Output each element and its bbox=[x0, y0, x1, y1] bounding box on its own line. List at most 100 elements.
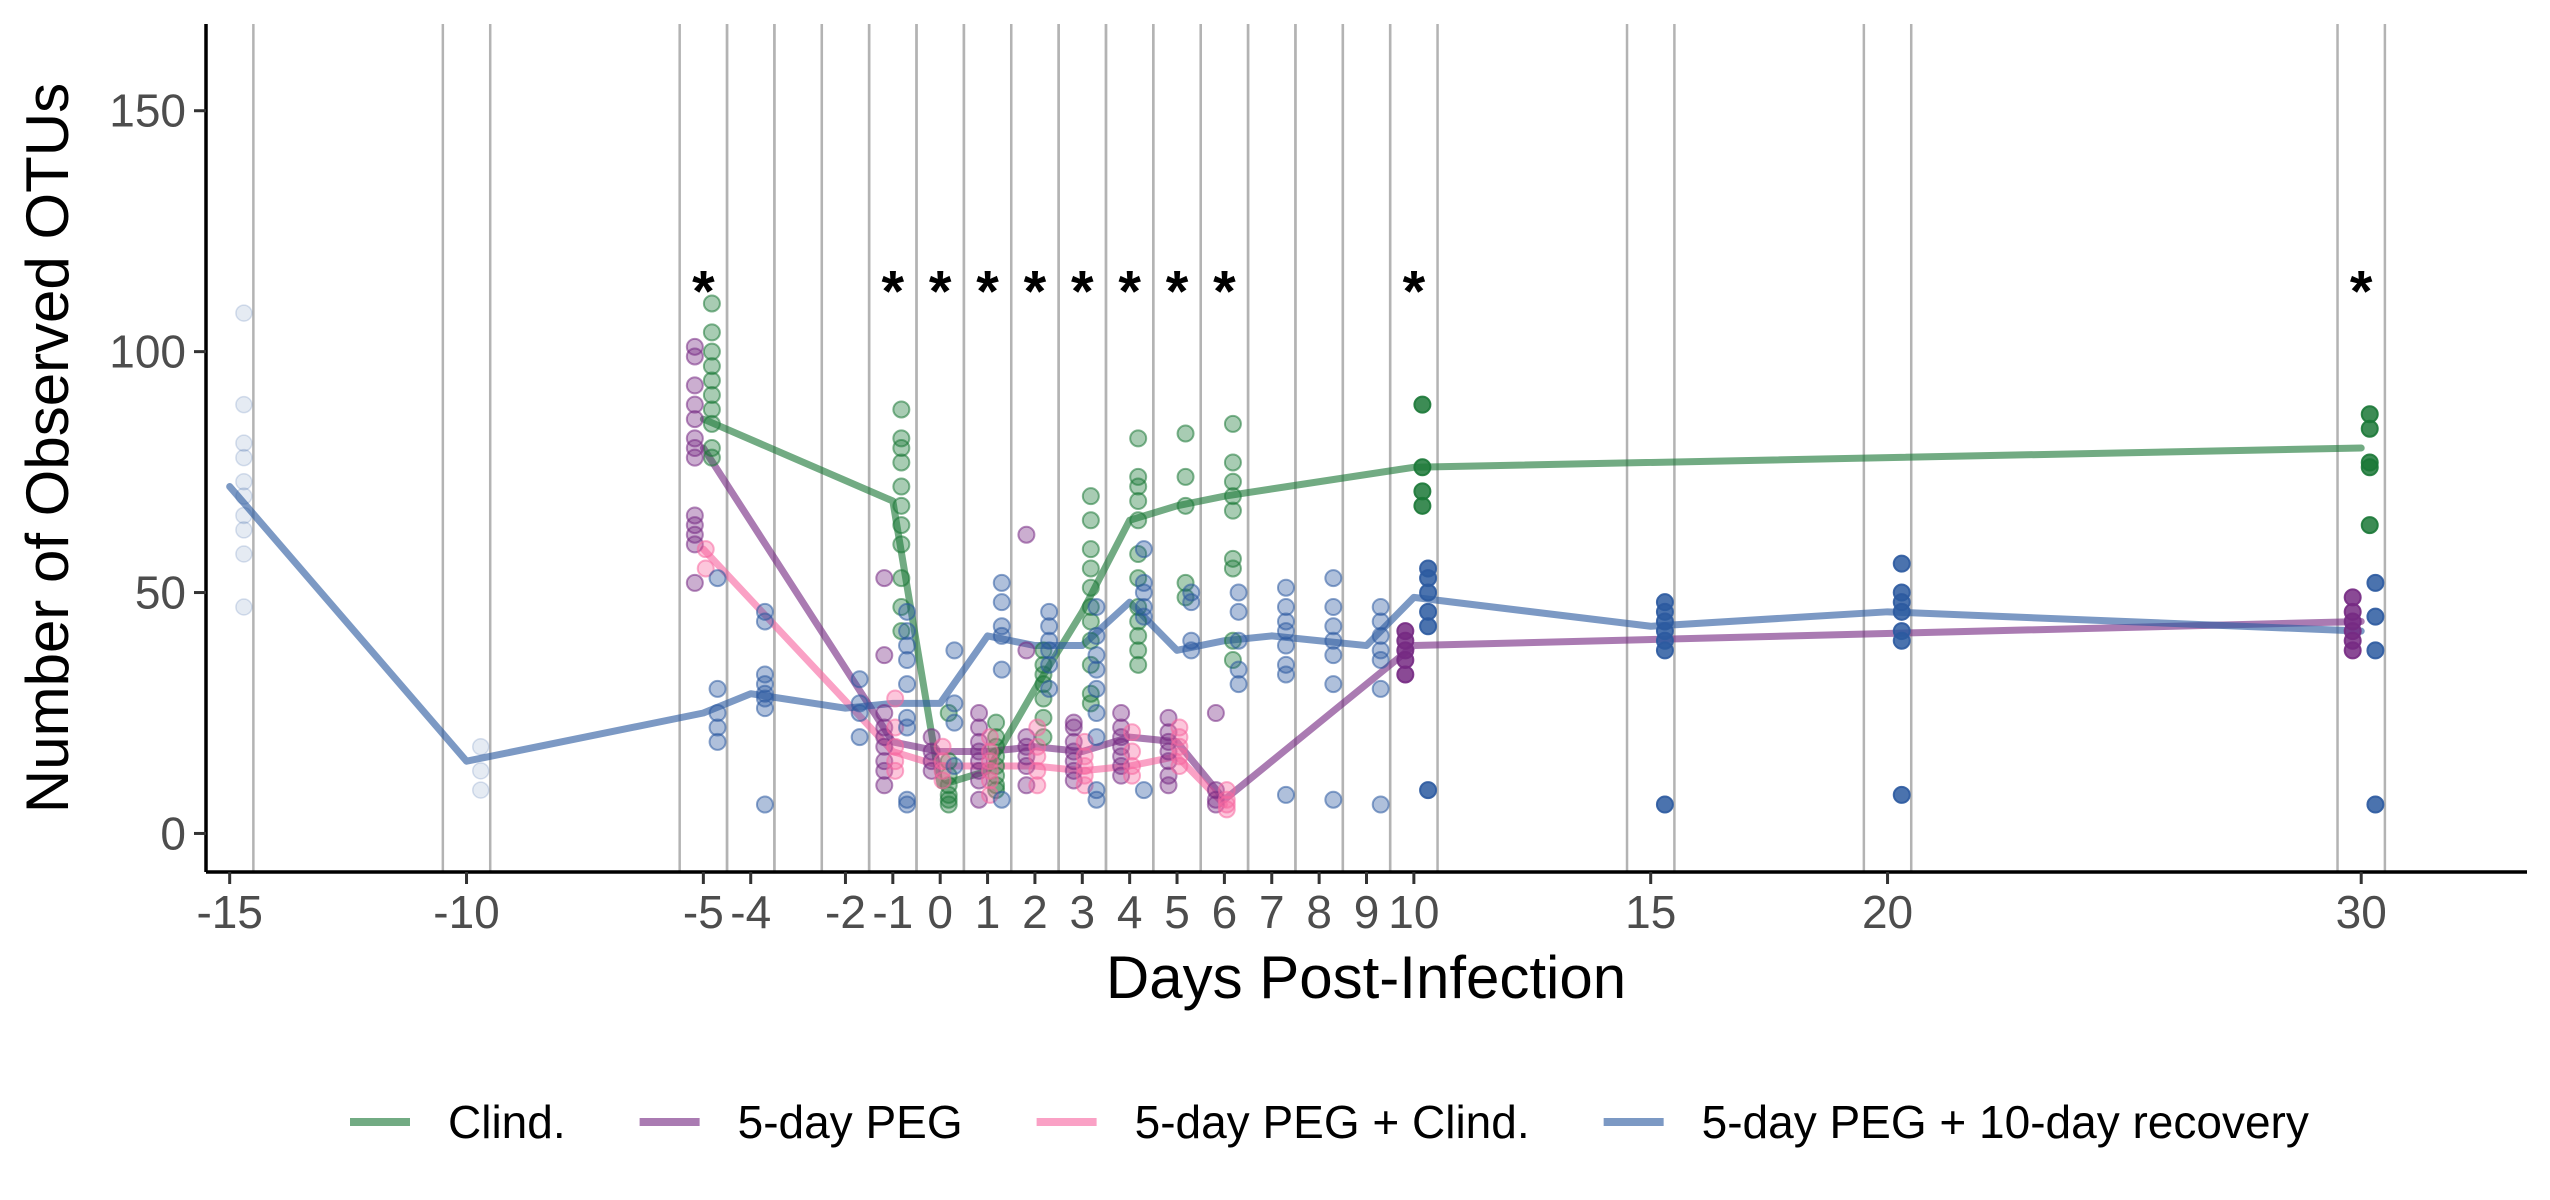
data-point-5-day-peg-10-day-recovery-faded bbox=[235, 472, 253, 491]
data-point-clind bbox=[702, 323, 721, 342]
data-point-5-day-peg-clind bbox=[933, 737, 952, 756]
data-point-5-day-peg-clind bbox=[1170, 737, 1189, 756]
data-point-5-day-peg-10-day-recovery bbox=[898, 790, 917, 809]
x-tick-label: 8 bbox=[1306, 886, 1332, 938]
data-point-5-day-peg-clind bbox=[933, 771, 952, 790]
data-point-5-day-peg-10-day-recovery-faded bbox=[471, 781, 490, 799]
y-tick-label: 100 bbox=[109, 326, 186, 378]
x-tick-label: 2 bbox=[1022, 886, 1048, 938]
significance-star: * bbox=[1166, 259, 1189, 324]
data-point-5-day-peg-10-day-recovery bbox=[945, 757, 964, 775]
data-point-5-day-peg-10-day-recovery bbox=[1087, 660, 1106, 679]
data-point-5-day-peg-clind bbox=[1028, 737, 1047, 756]
x-tick-label: 6 bbox=[1212, 886, 1238, 938]
data-point-5-day-peg-10-day-recovery bbox=[992, 617, 1011, 636]
data-point-5-day-peg-10-day-recovery bbox=[1134, 583, 1153, 602]
data-point-clind bbox=[1129, 429, 1148, 448]
data-point-5-day-peg bbox=[1159, 752, 1178, 771]
x-tick-label: 9 bbox=[1354, 886, 1380, 938]
data-point-5-day-peg-clind bbox=[1170, 718, 1189, 737]
data-point-5-day-peg bbox=[1064, 771, 1083, 790]
data-point-5-day-peg bbox=[1206, 704, 1225, 722]
data-point-clind bbox=[702, 386, 721, 404]
data-point-5-day-peg-10-day-recovery bbox=[992, 660, 1011, 679]
data-point-clind bbox=[892, 453, 911, 472]
data-point-5-day-peg-10-day-recovery bbox=[1276, 665, 1295, 684]
data-point-5-day-peg-10-day-recovery bbox=[1087, 781, 1106, 800]
data-point-5-day-peg-clind bbox=[1028, 747, 1047, 766]
data-point-5-day-peg-10-day-recovery bbox=[1087, 790, 1106, 809]
data-point-5-day-peg bbox=[1159, 742, 1178, 761]
data-point-5-day-peg-10-day-recovery bbox=[755, 602, 774, 621]
y-tick-label: 150 bbox=[109, 85, 186, 137]
data-point-5-day-peg-10-day-recovery bbox=[1182, 583, 1201, 602]
data-point-5-day-peg-10-day-recovery bbox=[755, 795, 774, 814]
stars-layer: * * * * * * * * * * * bbox=[692, 259, 2373, 324]
data-point-clind bbox=[1129, 626, 1148, 645]
data-point-5-day-peg-10-day-recovery bbox=[1655, 795, 1674, 814]
data-point-5-day-peg bbox=[1112, 704, 1131, 722]
y-tick-label: 50 bbox=[135, 567, 186, 619]
data-point-5-day-peg-10-day-recovery bbox=[2366, 641, 2385, 660]
series-line-5-day-peg-10-day-recovery bbox=[226, 483, 2365, 765]
data-point-clind bbox=[892, 569, 911, 588]
data-point-5-day-peg bbox=[1064, 761, 1083, 780]
data-point-5-day-peg-10-day-recovery bbox=[1229, 660, 1248, 679]
x-tick-label: 7 bbox=[1259, 886, 1285, 938]
data-point-5-day-peg-10-day-recovery bbox=[755, 665, 774, 684]
grid-layer bbox=[204, 24, 2387, 872]
data-point-5-day-peg-10-day-recovery bbox=[898, 636, 917, 655]
y-tick-label: 0 bbox=[160, 807, 186, 859]
data-point-5-day-peg-10-day-recovery bbox=[1324, 569, 1343, 588]
series-line-clind bbox=[699, 415, 2365, 789]
data-point-5-day-peg bbox=[1017, 641, 1036, 660]
data-point-5-day-peg-10-day-recovery bbox=[1134, 607, 1153, 626]
data-point-5-day-peg-10-day-recovery bbox=[1134, 540, 1153, 559]
significance-star: * bbox=[692, 259, 715, 324]
data-point-5-day-peg-10-day-recovery bbox=[755, 689, 774, 708]
data-point-5-day-peg-10-day-recovery bbox=[1892, 785, 1911, 804]
data-point-5-day-peg-clind bbox=[1028, 718, 1047, 737]
data-point-5-day-peg-10-day-recovery bbox=[992, 573, 1011, 592]
data-point-clind bbox=[1081, 487, 1100, 506]
data-point-5-day-peg-clind bbox=[1123, 723, 1142, 742]
data-point-clind bbox=[1129, 467, 1148, 486]
data-point-5-day-peg-10-day-recovery bbox=[708, 704, 727, 722]
data-point-5-day-peg-10-day-recovery bbox=[1276, 612, 1295, 631]
data-point-5-day-peg-10-day-recovery bbox=[1655, 641, 1674, 660]
data-point-5-day-peg-10-day-recovery bbox=[898, 602, 917, 621]
data-point-5-day-peg-clind bbox=[696, 559, 715, 578]
data-point-5-day-peg-10-day-recovery bbox=[1371, 626, 1390, 645]
data-point-clind bbox=[702, 448, 721, 467]
x-axis-title: Days Post-Infection bbox=[1106, 944, 1626, 1011]
data-point-clind bbox=[1129, 511, 1148, 530]
data-point-5-day-peg-10-day-recovery bbox=[755, 684, 774, 703]
data-point-5-day-peg-10-day-recovery bbox=[1324, 675, 1343, 694]
data-point-5-day-peg-10-day-recovery-faded bbox=[235, 487, 253, 505]
data-point-5-day-peg-10-day-recovery bbox=[1892, 554, 1911, 573]
data-point-5-day-peg-clind bbox=[1170, 757, 1189, 775]
data-point-5-day-peg-10-day-recovery bbox=[2366, 607, 2385, 626]
data-point-5-day-peg-clind bbox=[1075, 766, 1094, 785]
data-point-5-day-peg bbox=[2343, 641, 2362, 660]
significance-star: * bbox=[929, 259, 952, 324]
data-point-clind bbox=[702, 342, 721, 361]
data-point-clind bbox=[1413, 458, 1432, 477]
data-point-clind bbox=[892, 400, 911, 419]
data-point-5-day-peg-10-day-recovery bbox=[755, 675, 774, 694]
data-point-5-day-peg-clind bbox=[980, 771, 999, 790]
data-point-5-day-peg-10-day-recovery bbox=[1040, 602, 1059, 621]
data-point-5-day-peg-10-day-recovery bbox=[1087, 704, 1106, 722]
data-point-5-day-peg bbox=[970, 704, 989, 722]
significance-star: * bbox=[976, 259, 999, 324]
data-point-5-day-peg-10-day-recovery bbox=[1276, 578, 1295, 597]
data-point-clind bbox=[1034, 708, 1053, 727]
data-point-5-day-peg bbox=[685, 410, 704, 429]
data-point-5-day-peg-10-day-recovery bbox=[1371, 679, 1390, 698]
data-point-5-day-peg-clind bbox=[1123, 757, 1142, 775]
legend-label-5-day-peg: 5-day PEG bbox=[738, 1096, 963, 1148]
data-point-clind bbox=[1413, 496, 1432, 515]
data-point-5-day-peg bbox=[875, 704, 894, 722]
